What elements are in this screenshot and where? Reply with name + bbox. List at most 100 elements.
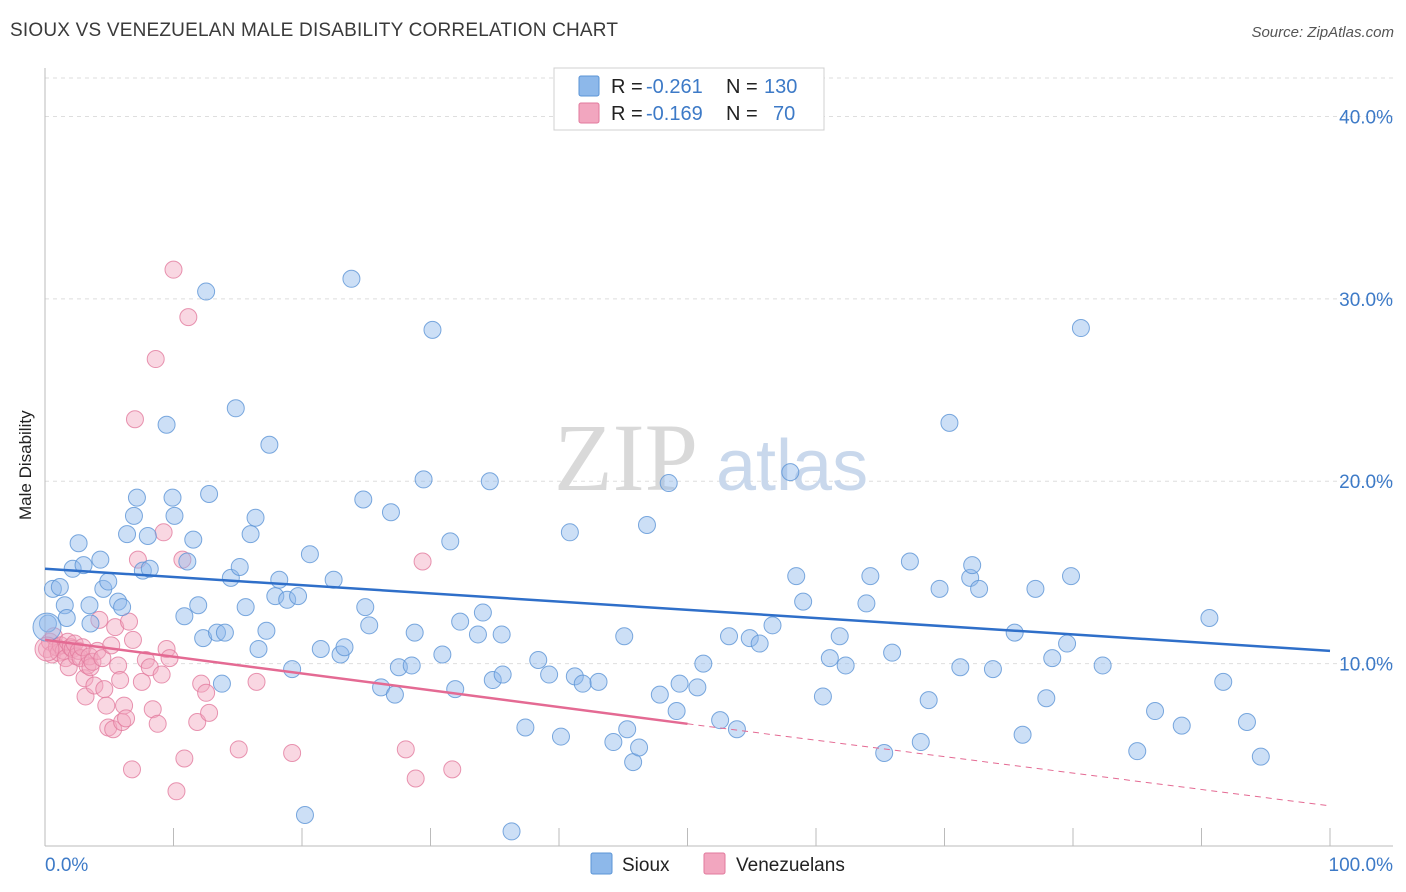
sioux-point-20 bbox=[140, 559, 159, 578]
sioux-point-117 bbox=[930, 579, 949, 598]
sioux-point-75 bbox=[493, 665, 512, 684]
sioux-point-106 bbox=[813, 687, 832, 706]
sioux-point-102 bbox=[763, 616, 782, 635]
sioux-point-116 bbox=[919, 691, 938, 710]
sioux-point-89 bbox=[630, 738, 649, 757]
x-tick-label-end: 100.0% bbox=[1329, 855, 1394, 876]
sioux-point-66 bbox=[433, 645, 452, 664]
legend-r-value-sioux: -0.261 bbox=[646, 76, 703, 98]
sioux-point-80 bbox=[551, 727, 570, 746]
venezuelans-point-50 bbox=[152, 665, 171, 684]
sioux-point-47 bbox=[289, 587, 308, 606]
bottom-legend-swatch-sioux bbox=[590, 852, 613, 875]
sioux-point-50 bbox=[311, 640, 330, 659]
venezuelans-point-67 bbox=[406, 769, 425, 788]
bottom-legend-swatch-venezuelans bbox=[703, 852, 726, 875]
sioux-point-63 bbox=[405, 623, 424, 642]
sioux-point-59 bbox=[381, 503, 400, 522]
sioux-point-53 bbox=[335, 638, 354, 657]
sioux-point-139 bbox=[1251, 747, 1270, 766]
venezuelans-point-54 bbox=[164, 260, 183, 279]
sioux-point-126 bbox=[1026, 579, 1045, 598]
sioux-point-36 bbox=[230, 557, 249, 576]
venezuelans-point-57 bbox=[175, 749, 194, 768]
venezuelans-point-26 bbox=[90, 610, 109, 629]
correlation-legend: R = -0.261 N = 130 R = -0.169 N = 70 bbox=[553, 67, 825, 131]
venezuelans-point-51 bbox=[154, 523, 173, 542]
sioux-point-130 bbox=[1062, 567, 1081, 586]
sioux-point-133 bbox=[1128, 742, 1147, 761]
y-tick-label-10: 10.0% bbox=[1339, 655, 1393, 676]
sioux-point-95 bbox=[688, 678, 707, 697]
sioux-point-136 bbox=[1200, 609, 1219, 628]
sioux-point-121 bbox=[963, 556, 982, 575]
sioux-point-103 bbox=[781, 463, 800, 482]
venezuelans-trend-extension bbox=[687, 723, 1331, 807]
sioux-point-94 bbox=[670, 674, 689, 693]
sioux-point-76 bbox=[502, 822, 521, 841]
legend-n-value-sioux: 130 bbox=[764, 76, 797, 98]
sioux-point-38 bbox=[241, 525, 260, 544]
venezuelans-point-61 bbox=[197, 683, 216, 702]
sioux-point-81 bbox=[560, 523, 579, 542]
sioux-point-1 bbox=[43, 579, 62, 598]
sioux-point-7 bbox=[74, 556, 93, 575]
sioux-point-9 bbox=[81, 614, 100, 633]
sioux-point-134 bbox=[1146, 702, 1165, 721]
venezuelans-point-38 bbox=[117, 709, 136, 728]
sioux-points bbox=[32, 269, 1270, 841]
venezuelans-point-66 bbox=[396, 740, 415, 759]
venezuelans-point-59 bbox=[188, 712, 207, 731]
sioux-point-72 bbox=[480, 472, 499, 491]
sioux-point-96 bbox=[694, 654, 713, 673]
sioux-trend-line bbox=[44, 567, 1331, 653]
sioux-point-60 bbox=[385, 685, 404, 704]
sioux-point-69 bbox=[451, 612, 470, 631]
sioux-point-17 bbox=[127, 488, 146, 507]
venezuelans-point-47 bbox=[143, 700, 162, 719]
sioux-point-109 bbox=[836, 656, 855, 675]
sioux-point-48 bbox=[295, 805, 314, 824]
sioux-point-100 bbox=[740, 629, 759, 648]
venezuelans-point-17 bbox=[73, 638, 92, 657]
y-tick-label-30: 30.0% bbox=[1339, 290, 1393, 311]
sioux-point-92 bbox=[659, 474, 678, 493]
sioux-point-74 bbox=[492, 625, 511, 644]
source-label: Source: ZipAtlas.com bbox=[1251, 24, 1394, 41]
venezuelans-point-28 bbox=[95, 680, 114, 699]
venezuelans-point-20 bbox=[78, 656, 97, 675]
legend-n-value-venezuelans: 70 bbox=[773, 103, 795, 125]
sioux-point-28 bbox=[194, 629, 213, 648]
venezuelans-point-31 bbox=[102, 636, 121, 655]
sioux-point-30 bbox=[200, 485, 219, 504]
sioux-point-0 bbox=[38, 614, 57, 633]
venezuelans-point-69 bbox=[443, 760, 462, 779]
sioux-point-97 bbox=[711, 711, 730, 730]
sioux-point-101 bbox=[750, 634, 769, 653]
sioux-point-31 bbox=[207, 623, 226, 642]
sioux-point-21 bbox=[157, 415, 176, 434]
sioux-point-84 bbox=[589, 672, 608, 691]
venezuelans-point-62 bbox=[200, 703, 219, 722]
sioux-point-37 bbox=[236, 598, 255, 617]
sioux-point-29 bbox=[197, 282, 216, 301]
legend-n-label-sioux: N = bbox=[726, 76, 758, 98]
venezuelans-point-43 bbox=[128, 550, 147, 569]
sioux-point-16 bbox=[124, 506, 143, 525]
sioux-point-42 bbox=[260, 435, 279, 454]
sioux-point-112 bbox=[875, 743, 894, 762]
sioux-point-26 bbox=[184, 530, 203, 549]
sioux-point-104 bbox=[787, 567, 806, 586]
sioux-point-93 bbox=[667, 702, 686, 721]
sioux-point-56 bbox=[356, 598, 375, 617]
venezuelans-point-63 bbox=[229, 740, 248, 759]
sioux-point-78 bbox=[529, 650, 548, 669]
sioux-point-41 bbox=[257, 621, 276, 640]
sioux-point-40 bbox=[249, 640, 268, 659]
venezuelans-point-39 bbox=[120, 612, 139, 631]
venezuelans-point-64 bbox=[247, 672, 266, 691]
sioux-point-77 bbox=[516, 718, 535, 737]
sioux-point-70 bbox=[468, 625, 487, 644]
sioux-point-27 bbox=[189, 596, 208, 615]
venezuelans-point-24 bbox=[85, 676, 104, 695]
